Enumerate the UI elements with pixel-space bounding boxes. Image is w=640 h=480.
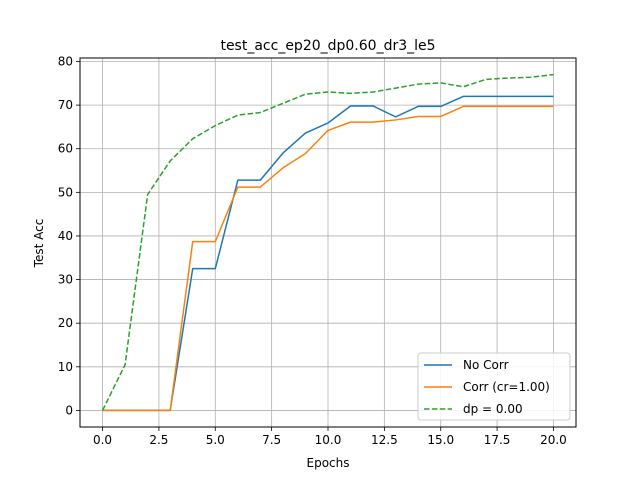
x-tick-label: 10.0	[315, 433, 342, 447]
y-tick-label: 60	[58, 142, 73, 156]
x-tick-label: 2.5	[149, 433, 168, 447]
chart-title: test_acc_ep20_dp0.60_dr3_le5	[220, 38, 435, 54]
y-tick-label: 40	[58, 229, 73, 243]
y-tick-label: 10	[58, 360, 73, 374]
series-line-2	[102, 105, 554, 412]
legend: No Corr Corr (cr=1.00) dp = 0.00	[417, 352, 571, 421]
x-tick-label: 12.5	[371, 433, 398, 447]
series-lines	[101, 73, 554, 412]
y-ticks: 0 10 20 30 40 50 60 70 80	[58, 54, 80, 417]
series-line-3	[101, 73, 554, 411]
x-tick-label: 20.0	[540, 433, 567, 447]
y-tick-label: 30	[58, 273, 73, 287]
legend-box	[417, 352, 571, 421]
y-tick-label: 80	[58, 54, 73, 68]
y-tick-label: 70	[58, 98, 73, 112]
x-tick-label: 0.0	[93, 433, 112, 447]
legend-label: dp = 0.00	[463, 402, 523, 416]
y-tick-label: 20	[58, 316, 73, 330]
x-tick-label: 5.0	[206, 433, 225, 447]
x-tick-label: 7.5	[262, 433, 281, 447]
series-line-1	[102, 95, 554, 412]
x-axis-label: Epochs	[307, 456, 350, 470]
x-ticks: 0.0 2.5 5.0 7.5 10.0 12.5 15.0 17.5 20.0	[93, 427, 567, 447]
y-tick-label: 0	[65, 403, 73, 417]
legend-label: Corr (cr=1.00)	[463, 380, 550, 394]
x-tick-label: 15.0	[427, 433, 454, 447]
y-tick-label: 50	[58, 185, 73, 199]
x-tick-label: 17.5	[484, 433, 511, 447]
legend-label: No Corr	[463, 358, 509, 372]
y-axis-label: Test Acc	[32, 219, 46, 269]
